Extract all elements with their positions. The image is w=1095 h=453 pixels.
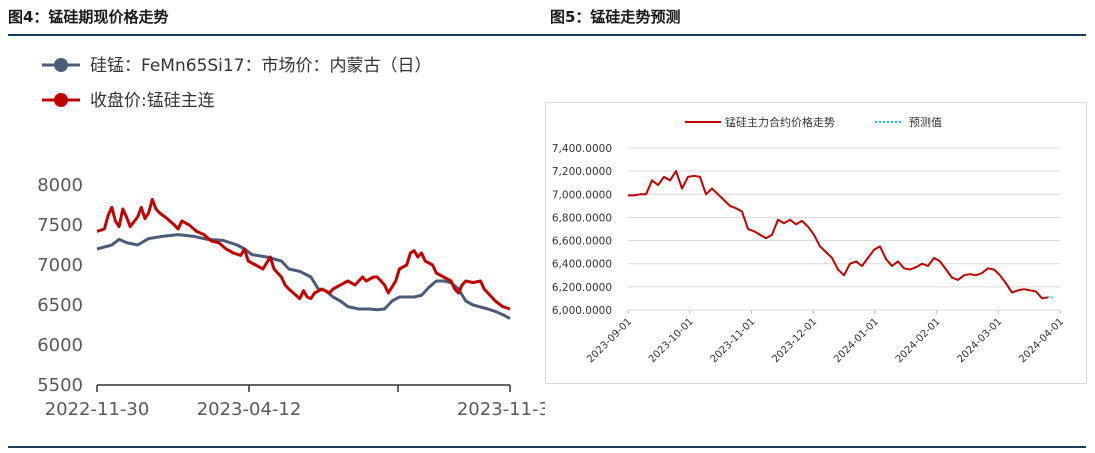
y-tick-label: 5500 bbox=[37, 375, 83, 396]
top-rule bbox=[8, 34, 1086, 36]
chart1-series bbox=[96, 197, 511, 320]
y-tick-label: 7000 bbox=[37, 255, 83, 276]
y-tick-label: 7,000.0000 bbox=[552, 189, 612, 201]
y-tick-label: 6,200.0000 bbox=[552, 282, 612, 294]
y-tick-label: 6,600.0000 bbox=[552, 236, 612, 248]
legend-label-forecast: 预测值 bbox=[909, 116, 942, 129]
y-tick-label: 7500 bbox=[37, 215, 83, 236]
chart2-frame bbox=[545, 102, 1087, 384]
y-tick-label: 6500 bbox=[37, 295, 83, 316]
legend-label-spot: 硅锰：FeMn65Si17：市场价：内蒙古（日） bbox=[90, 56, 432, 76]
series-line-spot-price bbox=[96, 233, 511, 320]
series-line-forecast bbox=[1047, 295, 1055, 301]
chart2-series bbox=[628, 170, 1055, 301]
x-tick-label: 2023-04-12 bbox=[197, 399, 302, 420]
figure-5-title: 图5：锰硅走势预测 bbox=[550, 8, 681, 26]
x-tick-label: 2022-11-30 bbox=[45, 399, 150, 420]
y-tick-label: 7,200.0000 bbox=[552, 166, 612, 178]
chart1-x-axis: 2022-11-30 2023-04-12 2023-11-3 bbox=[45, 384, 545, 420]
y-tick-label: 6,800.0000 bbox=[552, 212, 612, 224]
y-tick-label: 8000 bbox=[37, 175, 83, 196]
legend-item-spot: 硅锰：FeMn65Si17：市场价：内蒙古（日） bbox=[42, 56, 432, 76]
chart2-y-axis: 7,400.0000 7,200.0000 7,000.0000 6,800.0000… bbox=[552, 143, 612, 317]
chart1-y-axis: 8000 7500 7000 6500 6000 5500 bbox=[37, 175, 83, 396]
x-tick-label: 2023-11-3 bbox=[457, 399, 545, 420]
y-tick-label: 6,000.0000 bbox=[552, 305, 612, 317]
y-tick-label: 7,400.0000 bbox=[552, 143, 612, 155]
chart-silicomanganese-spot-futures: 硅锰：FeMn65Si17：市场价：内蒙古（日） 收盘价:锰硅主连 8000 75… bbox=[37, 56, 545, 420]
figure-4-title: 图4：锰硅期现价格走势 bbox=[8, 8, 169, 26]
series-line-futures-close bbox=[96, 197, 511, 311]
bottom-rule bbox=[8, 446, 1086, 448]
chart2-legend: 锰硅主力合约价格走势 预测值 bbox=[685, 115, 942, 129]
y-tick-label: 6000 bbox=[37, 335, 83, 356]
chart2-gridlines bbox=[628, 147, 1060, 311]
legend-label-futures: 收盘价:锰硅主连 bbox=[90, 91, 215, 111]
chart1-legend: 硅锰：FeMn65Si17：市场价：内蒙古（日） 收盘价:锰硅主连 bbox=[42, 56, 432, 111]
legend-marker-spot bbox=[54, 58, 68, 72]
y-tick-label: 6,400.0000 bbox=[552, 259, 612, 271]
legend-marker-futures bbox=[54, 93, 68, 107]
series-line-main-contract bbox=[628, 170, 1049, 300]
legend-item-futures: 收盘价:锰硅主连 bbox=[42, 91, 215, 111]
chart-silicomanganese-forecast: 锰硅主力合约价格走势 预测值 7,400.0000 7,200.0000 7,000… bbox=[545, 102, 1087, 384]
legend-label-main-contract: 锰硅主力合约价格走势 bbox=[725, 115, 835, 129]
